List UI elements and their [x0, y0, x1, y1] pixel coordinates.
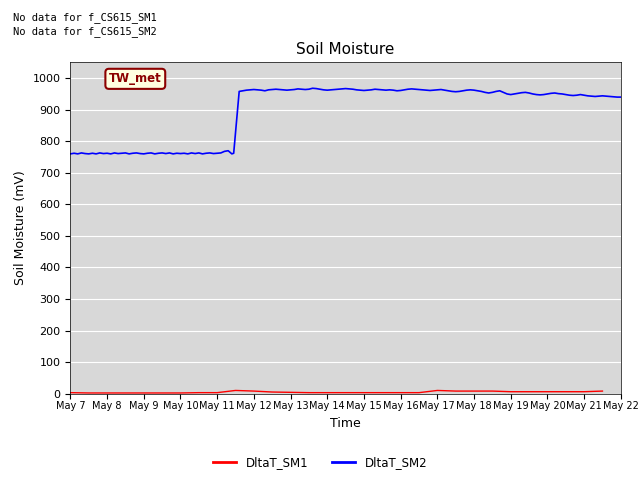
Y-axis label: Soil Moisture (mV): Soil Moisture (mV): [14, 170, 27, 286]
Legend: DltaT_SM1, DltaT_SM2: DltaT_SM1, DltaT_SM2: [208, 452, 432, 474]
Text: No data for f_CS615_SM1: No data for f_CS615_SM1: [13, 12, 157, 23]
Text: TW_met: TW_met: [109, 72, 162, 85]
Text: No data for f_CS615_SM2: No data for f_CS615_SM2: [13, 26, 157, 37]
Title: Soil Moisture: Soil Moisture: [296, 42, 395, 57]
X-axis label: Time: Time: [330, 417, 361, 430]
